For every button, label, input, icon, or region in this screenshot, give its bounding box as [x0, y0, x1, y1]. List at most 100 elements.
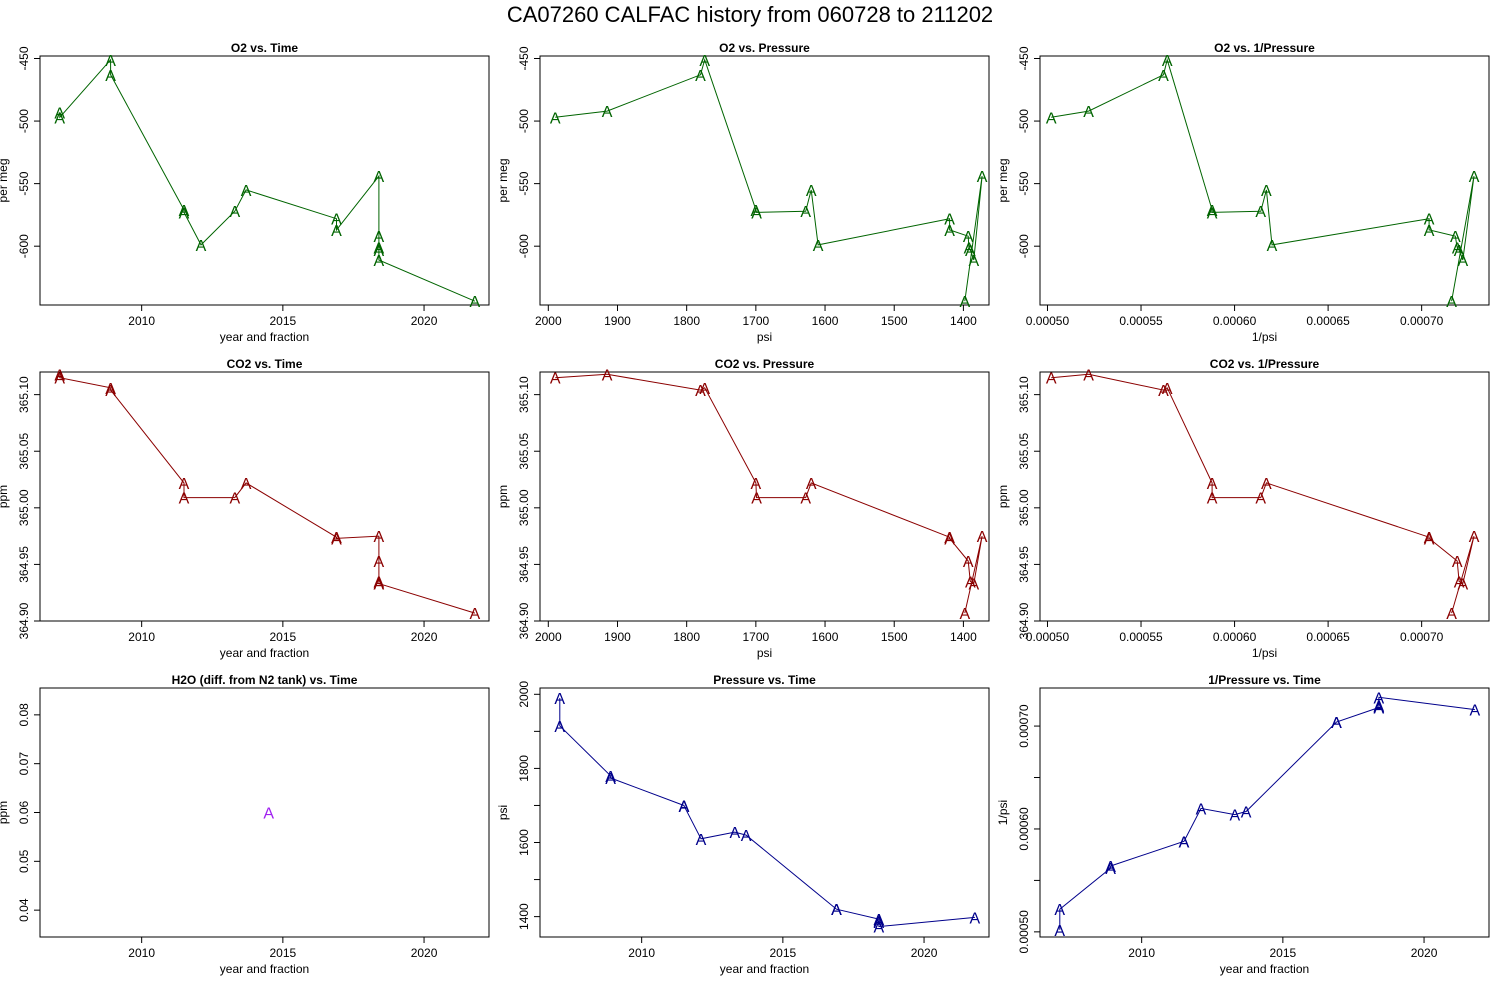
- x-tick-label: 1400: [950, 314, 977, 328]
- x-tick-label: 2000: [535, 630, 562, 644]
- y-tick-label: 0.04: [17, 898, 31, 922]
- data-point: A: [965, 574, 976, 591]
- y-tick-label: 365.10: [17, 376, 31, 413]
- data-point: A: [874, 913, 885, 930]
- y-tick-label: -450: [17, 46, 31, 70]
- data-point: A: [1241, 804, 1252, 821]
- data-point: A: [374, 577, 385, 594]
- y-tick-label: 0.07: [17, 752, 31, 776]
- x-tick-label: 0.00055: [1119, 314, 1163, 328]
- data-point: A: [331, 531, 342, 548]
- x-tick-label: 1600: [812, 630, 839, 644]
- data-point: A: [550, 110, 561, 127]
- series-line: [59, 374, 476, 614]
- x-tick-label: 2020: [411, 630, 438, 644]
- chart-panel: CO2 vs. Time 2010 2015 2020 364.90 364.95 365.…: [0, 357, 490, 660]
- data-point: A: [977, 169, 988, 186]
- y-tick-label: -500: [517, 109, 531, 133]
- x-tick-label: 0.00065: [1306, 314, 1350, 328]
- data-point: A: [196, 238, 207, 255]
- data-point: A: [1207, 205, 1218, 222]
- panels: O2 vs. Time 2010 2015 2020 -450 -500 -550 -600 y…: [0, 41, 1490, 976]
- data-point: A: [977, 529, 988, 546]
- data-point: A: [1374, 700, 1385, 717]
- chart-panel: H2O (diff. from N2 tank) vs. Time 2010 201…: [0, 673, 490, 976]
- panel-title: CO2 vs. Time: [227, 357, 303, 371]
- x-tick-label: 2020: [1411, 946, 1438, 960]
- plot-frame: [1039, 55, 1490, 306]
- data-point: A: [1452, 554, 1463, 571]
- data-point: A: [1255, 491, 1266, 508]
- data-point: A: [1374, 698, 1385, 715]
- chart-panel: O2 vs. 1/Pressure 0.00050 0.00055 0.00060 0.…: [996, 41, 1490, 344]
- data-point: A: [602, 104, 613, 121]
- data-point: A: [944, 223, 955, 240]
- data-point: A: [968, 577, 979, 594]
- data-point: A: [230, 491, 241, 508]
- y-tick-label: -550: [517, 171, 531, 195]
- data-point: A: [470, 294, 481, 311]
- y-axis-label: ppm: [496, 485, 510, 508]
- data-point: A: [1179, 834, 1190, 851]
- data-point: A: [944, 530, 955, 547]
- chart-panel: 1/Pressure vs. Time 2010 2015 2020 0.00050 0.…: [996, 673, 1490, 976]
- data-point: A: [696, 832, 707, 849]
- data-point: A: [105, 383, 116, 400]
- data-point: A: [105, 68, 116, 85]
- x-tick-label: 1400: [950, 630, 977, 644]
- data-point: A: [1424, 223, 1435, 240]
- plot-frame: [539, 371, 990, 622]
- y-tick-label: 0.06: [17, 800, 31, 824]
- y-axis-label: ppm: [0, 485, 10, 508]
- y-tick-label: 0.00050: [1017, 910, 1031, 954]
- data-point: A: [1374, 701, 1385, 718]
- data-point: A: [1054, 923, 1065, 940]
- y-axis-label: 1/psi: [996, 800, 1010, 825]
- x-tick-label: 2015: [270, 630, 297, 644]
- x-tick-label: 2010: [128, 946, 155, 960]
- data-point: A: [1255, 204, 1266, 221]
- data-point: A: [1267, 238, 1278, 255]
- y-tick-label: 365.00: [517, 489, 531, 526]
- x-tick-label: 1800: [673, 314, 700, 328]
- x-tick-label: 0.00060: [1213, 630, 1257, 644]
- data-point: A: [944, 212, 955, 229]
- data-point: A: [751, 203, 762, 220]
- data-point: A: [374, 243, 385, 260]
- data-point: A: [699, 381, 710, 398]
- y-tick-label: 1600: [517, 829, 531, 856]
- x-axis-label: year and fraction: [1220, 962, 1309, 976]
- data-point: A: [831, 902, 842, 919]
- chart-panel: Pressure vs. Time 2010 2015 2020 1400 1600 180…: [496, 673, 990, 976]
- panel-title: CO2 vs. Pressure: [715, 357, 815, 371]
- plot-frame: [1039, 371, 1490, 622]
- x-tick-label: 0.00055: [1119, 630, 1163, 644]
- data-point: A: [1207, 203, 1218, 220]
- data-point: A: [679, 798, 690, 815]
- data-point: A: [1261, 476, 1272, 493]
- data-point: A: [241, 476, 252, 493]
- data-point: A: [1454, 243, 1465, 260]
- x-tick-label: 1900: [604, 630, 631, 644]
- series-line: [1059, 696, 1475, 930]
- y-axis-label: per meg: [996, 158, 1010, 202]
- series-line: [1051, 57, 1475, 302]
- data-point: A: [374, 253, 385, 270]
- data-point: A: [605, 769, 616, 786]
- panel-title: O2 vs. Pressure: [719, 41, 810, 55]
- y-tick-label: 2000: [517, 681, 531, 708]
- data-point: A: [374, 240, 385, 257]
- data-point: A: [1207, 491, 1218, 508]
- series-line: [1051, 373, 1475, 614]
- data-point: A: [263, 806, 274, 823]
- data-point: A: [699, 53, 710, 70]
- y-tick-label: 0.00070: [1017, 704, 1031, 748]
- x-tick-label: 2010: [1128, 946, 1155, 960]
- y-tick-label: -600: [17, 234, 31, 258]
- data-point: A: [1207, 476, 1218, 493]
- y-tick-label: 365.05: [1017, 433, 1031, 470]
- x-axis-label: year and fraction: [220, 330, 309, 344]
- data-point: A: [1196, 801, 1207, 818]
- series-line: [59, 58, 476, 302]
- y-tick-label: -450: [1017, 46, 1031, 70]
